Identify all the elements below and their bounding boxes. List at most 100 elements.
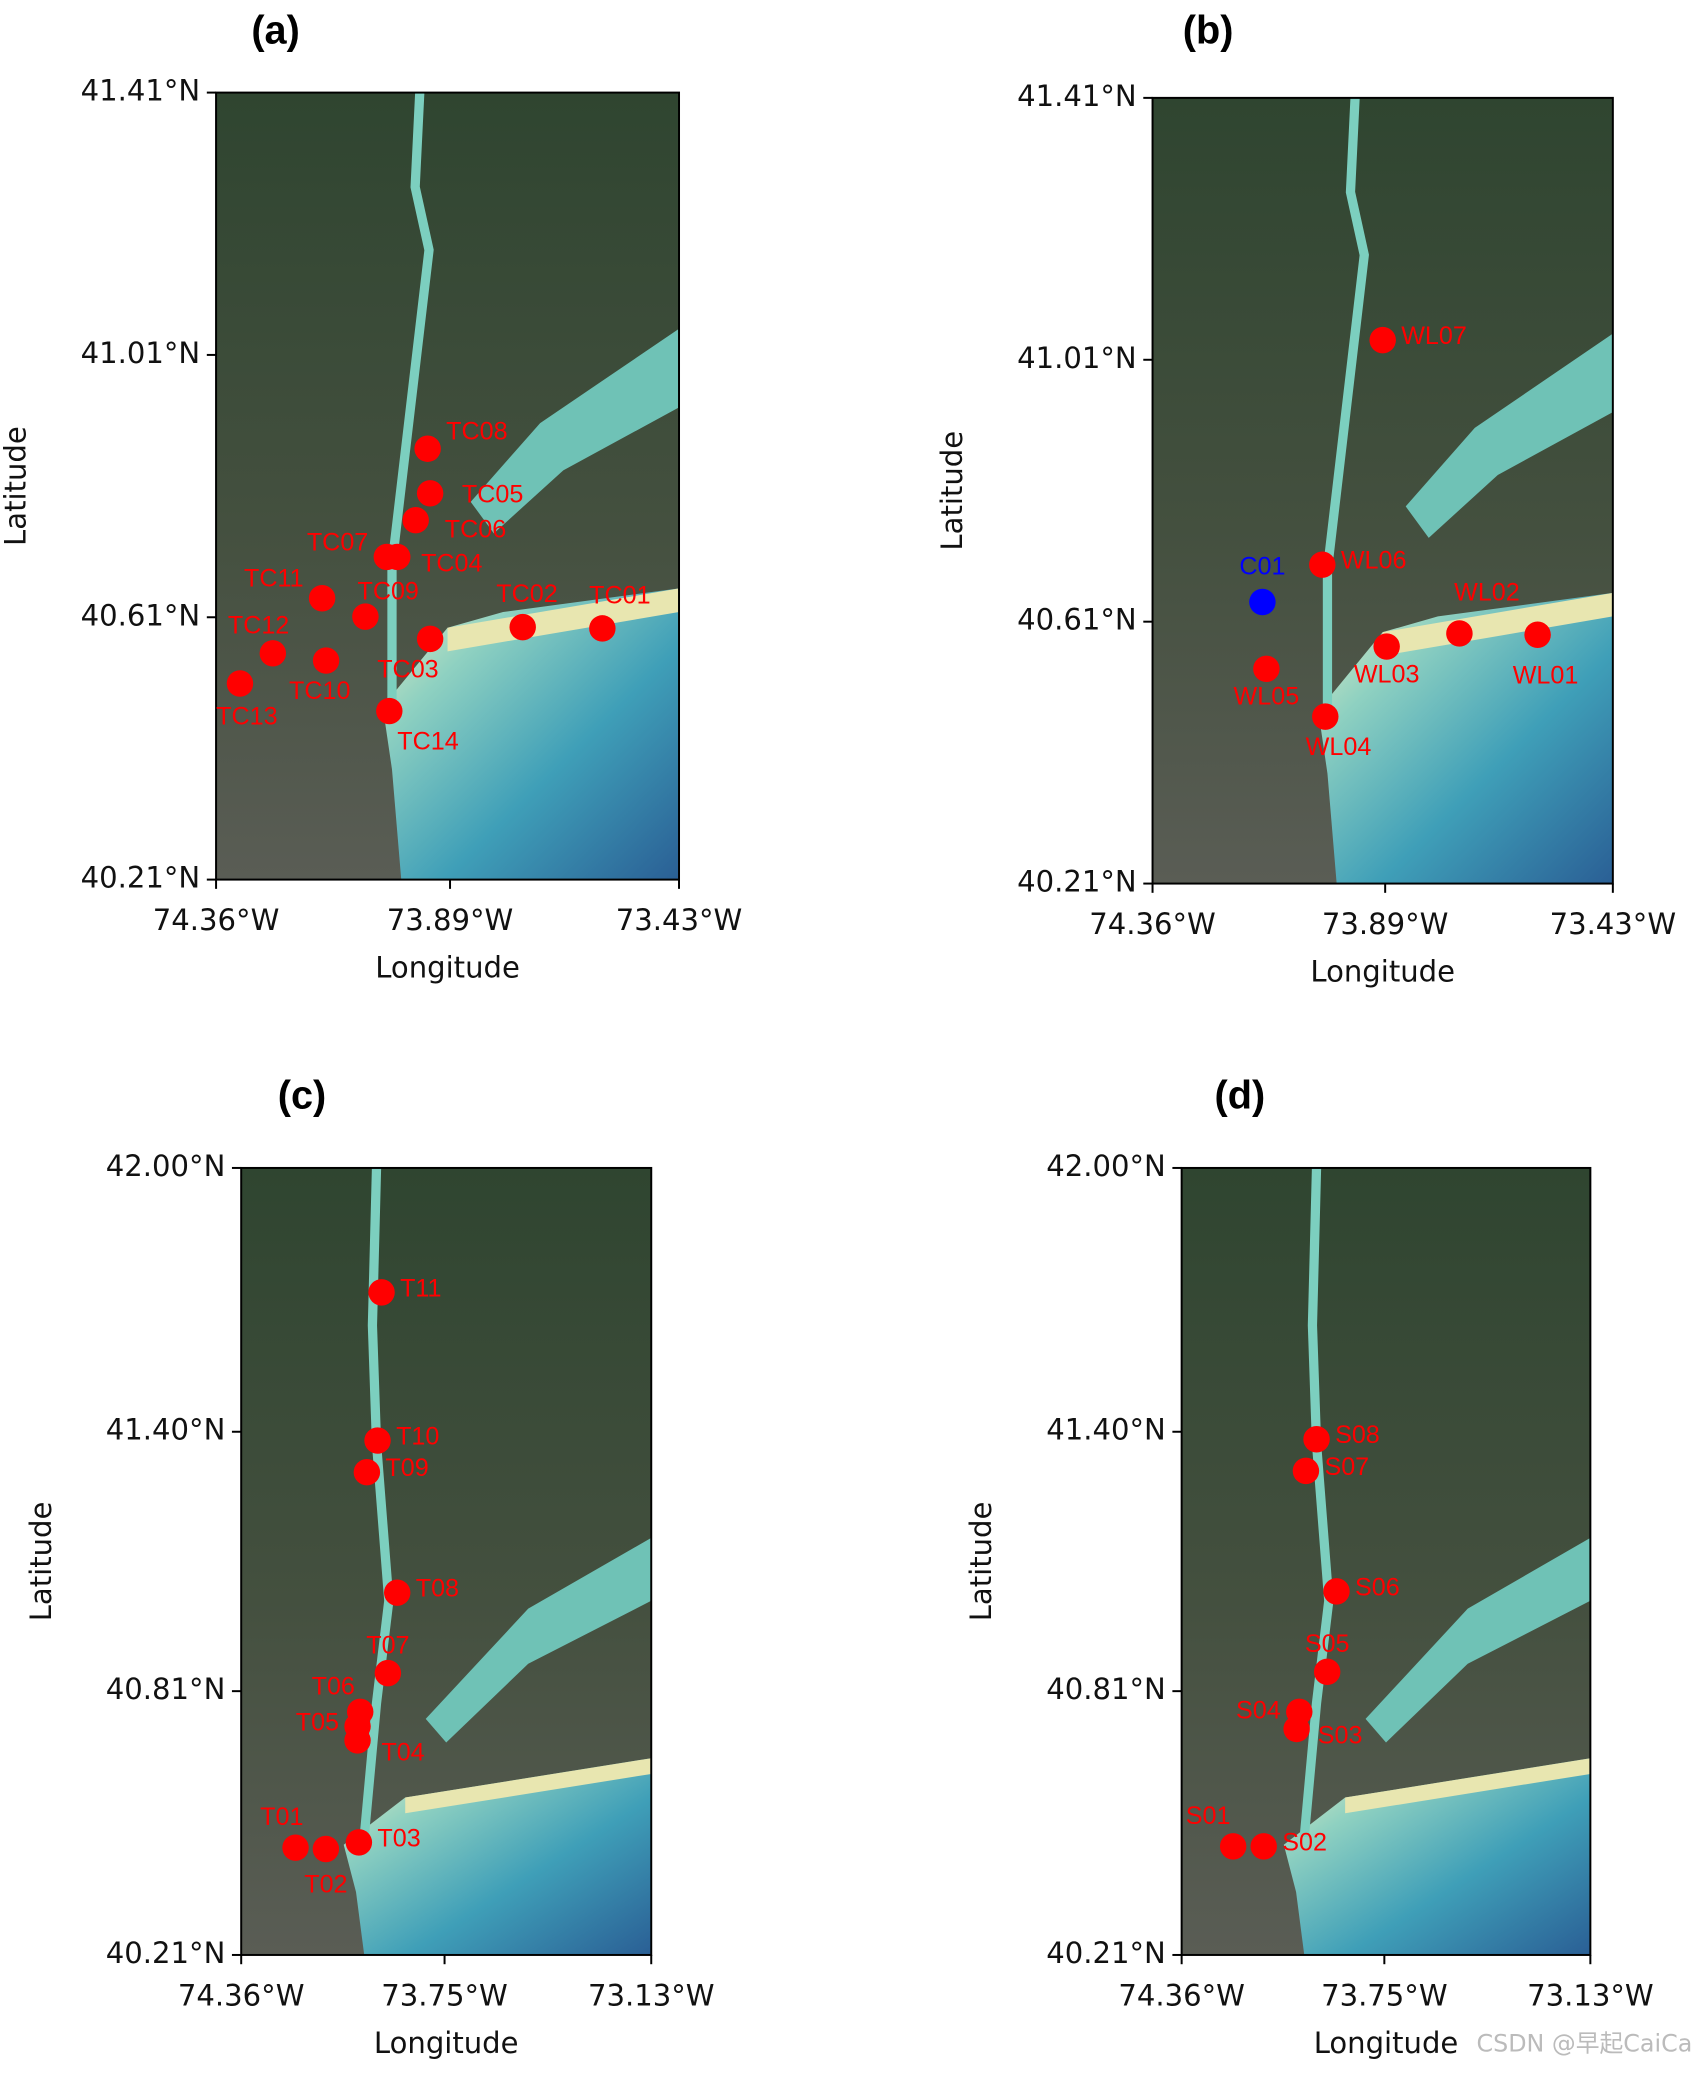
station-marker — [376, 697, 403, 725]
x-axis-label: Longitude — [375, 951, 520, 985]
map-river — [387, 92, 434, 723]
x-tick-label: 74.36°W — [178, 1978, 305, 2012]
station-marker — [1323, 1578, 1350, 1605]
panel: (a) 74.36°W 73.89°W 73.43°W 40.21°N 40.61°N 41… — [0, 9, 742, 985]
map-river — [1322, 97, 1369, 727]
station-marker — [364, 1427, 391, 1454]
station-label: S05 — [1305, 1630, 1350, 1658]
station-label: WL05 — [1234, 683, 1300, 711]
station-label: WL03 — [1354, 660, 1420, 688]
map-sound — [1365, 1537, 1591, 1743]
y-tick-label: 40.21°N — [1046, 1936, 1166, 1970]
y-axis-label: Latitude — [935, 431, 969, 551]
station-label: TC10 — [289, 677, 350, 705]
x-tick-label: 73.75°W — [381, 1978, 508, 2012]
plot-frame — [1151, 96, 1614, 885]
x-tick-label: 73.75°W — [1321, 1978, 1448, 2012]
x-tick-label: 74.36°W — [1089, 907, 1216, 941]
panel: (b) 74.36°W 73.89°W 73.43°W 40.21°N 40.61°N 41… — [935, 9, 1676, 989]
station-marker — [308, 585, 336, 612]
station-marker — [1283, 1715, 1310, 1743]
y-tick-label: 40.81°N — [106, 1672, 226, 1706]
x-tick-label: 73.89°W — [387, 903, 514, 937]
station-marker — [1309, 551, 1336, 578]
y-axis-label: Latitude — [24, 1502, 58, 1622]
station-label: WL04 — [1306, 733, 1372, 761]
plot-frame — [1180, 1166, 1592, 1956]
chart-title: (c) — [278, 1073, 327, 1117]
station-label: T02 — [304, 1871, 347, 1899]
station-marker — [384, 543, 411, 571]
x-tick-label: 73.89°W — [1322, 907, 1449, 941]
station-label: TC06 — [445, 515, 506, 543]
station-marker — [226, 670, 254, 697]
watermark: CSDN @早起CaiCai — [1477, 2029, 1694, 2057]
map-sea — [382, 588, 680, 880]
map-sound — [425, 1537, 652, 1743]
station-label: WL07 — [1401, 322, 1467, 350]
station-label: TC13 — [216, 703, 277, 731]
station-label: TC07 — [307, 528, 368, 556]
chart-title: (a) — [251, 9, 300, 53]
y-tick-label: 42.00°N — [1046, 1149, 1166, 1183]
station-label: T06 — [312, 1673, 355, 1701]
y-tick-label: 41.41°N — [81, 74, 201, 108]
x-axis-label: Longitude — [1314, 2026, 1459, 2060]
map-island — [1382, 592, 1613, 656]
station-label: T09 — [385, 1454, 428, 1482]
y-tick-label: 40.61°N — [81, 598, 201, 632]
station-marker — [1524, 621, 1551, 648]
station-label: WL01 — [1513, 662, 1579, 690]
station-label: TC03 — [377, 655, 438, 683]
station-marker — [416, 625, 444, 653]
y-tick-label: 40.61°N — [1017, 603, 1137, 637]
station-label: T08 — [416, 1575, 459, 1603]
map — [216, 92, 680, 880]
plot-frame — [215, 91, 681, 881]
station-marker — [416, 480, 444, 507]
x-tick-label: 74.36°W — [153, 903, 280, 937]
y-tick-label: 40.21°N — [106, 1936, 226, 1970]
station-label: TC02 — [496, 580, 557, 608]
station-marker — [1312, 703, 1339, 730]
map — [1181, 1167, 1591, 1955]
station-marker — [312, 647, 340, 674]
panel: (d) 74.36°W 73.75°W 73.13°W 40.21°N 40.81°N 41… — [964, 1073, 1653, 2060]
y-tick-label: 41.40°N — [1046, 1413, 1166, 1447]
plot-frame — [240, 1166, 653, 1956]
map-river — [1299, 1167, 1334, 1838]
y-tick-label: 40.21°N — [81, 861, 201, 895]
x-axis-label: Longitude — [374, 2026, 519, 2060]
y-axis-label: Latitude — [0, 426, 33, 546]
y-tick-label: 40.81°N — [1046, 1672, 1166, 1706]
station-marker — [374, 1659, 402, 1687]
map-island — [447, 588, 680, 652]
station-marker — [1446, 620, 1473, 647]
map-sea — [1318, 592, 1613, 884]
panel: (c) 74.36°W 73.75°W 73.13°W 40.21°N 40.81°N 41… — [24, 1073, 715, 2060]
x-tick-label: 73.43°W — [1550, 907, 1677, 941]
station-label: TC04 — [421, 550, 482, 578]
chart-title: (b) — [1183, 9, 1234, 53]
x-axis-label: Longitude — [1310, 955, 1455, 989]
station-marker — [259, 640, 287, 667]
station-marker — [344, 1727, 371, 1754]
station-marker — [1313, 1658, 1341, 1686]
station-label: WL02 — [1454, 578, 1520, 606]
station-marker — [345, 1829, 373, 1856]
map — [241, 1167, 652, 1955]
station-label: TC09 — [357, 577, 418, 605]
station-marker — [352, 603, 379, 630]
station-label: TC11 — [244, 564, 304, 592]
station-marker — [589, 615, 616, 642]
map-island — [405, 1758, 652, 1814]
x-tick-label: 73.43°W — [616, 903, 743, 937]
station-marker — [1250, 1833, 1277, 1860]
station-marker — [1373, 633, 1400, 660]
station-marker — [509, 613, 536, 641]
station-label: S01 — [1186, 1802, 1231, 1830]
map-sound — [470, 328, 680, 534]
station-label: S06 — [1355, 1573, 1400, 1601]
station-label: S02 — [1282, 1828, 1327, 1856]
station-label: TC08 — [446, 417, 507, 445]
